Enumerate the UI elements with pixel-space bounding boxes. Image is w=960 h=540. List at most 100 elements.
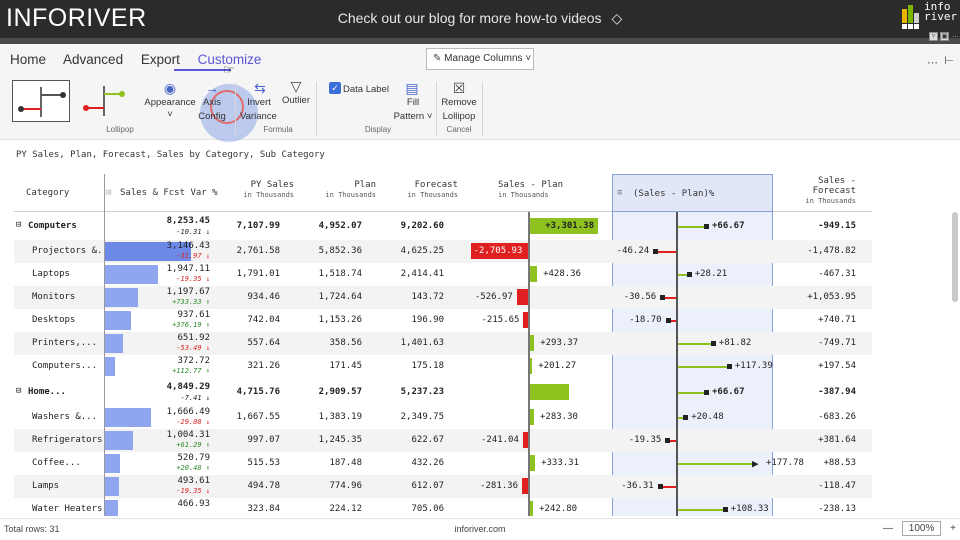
tab-home[interactable]: Home bbox=[10, 52, 47, 67]
plan-value: 1,153.26 bbox=[318, 315, 362, 325]
category-cell[interactable]: Printers,... bbox=[32, 338, 98, 348]
blog-banner[interactable]: Check out our blog for more how-to video… bbox=[0, 10, 960, 27]
fill-pattern-button[interactable]: Fill Pattern ˅ bbox=[393, 97, 433, 122]
active-tab-indicator bbox=[174, 69, 231, 71]
sales-bar bbox=[105, 408, 151, 427]
grid-header: Category ⊟ Sales & Fcst Var % PY Sales in… bbox=[14, 174, 872, 212]
more-icon[interactable]: ⋯ bbox=[927, 57, 938, 69]
lollipop-stick bbox=[655, 251, 676, 253]
lollipop-stick bbox=[676, 463, 756, 465]
pct-label: +117.39 bbox=[734, 361, 773, 371]
plan-value: 1,724.64 bbox=[318, 292, 362, 302]
category-cell[interactable]: Home... bbox=[28, 387, 66, 397]
pct-label: -30.56 bbox=[623, 292, 657, 302]
sales-minus-forecast-value: +88.53 bbox=[823, 458, 856, 468]
category-cell[interactable]: Water Heaters bbox=[32, 504, 103, 514]
forecast-value: 5,237.23 bbox=[400, 387, 444, 397]
table-row[interactable]: Water Heaters 466.93 323.84 224.12 705.06 +24… bbox=[14, 498, 872, 516]
category-cell[interactable]: Monitors bbox=[32, 292, 76, 302]
sales-value: 8,253.45 bbox=[166, 216, 210, 226]
axis-arrow-icon: → bbox=[205, 80, 219, 96]
variance-value: +112.77 ↑ bbox=[172, 367, 210, 375]
vertical-scrollbar[interactable] bbox=[952, 212, 958, 302]
sales-bar bbox=[105, 242, 191, 261]
outlier-button[interactable]: Outlier bbox=[282, 95, 310, 106]
variance-label: +3,301.38 bbox=[545, 221, 594, 231]
variance-value: -7.41 ↓ bbox=[180, 394, 210, 402]
lollipop-style-option-2[interactable] bbox=[76, 80, 134, 122]
table-row[interactable]: Coffee... 520.79 +20.48 ↑ 515.53 187.48 432.2… bbox=[14, 452, 872, 475]
category-cell[interactable]: Computers... bbox=[32, 361, 98, 371]
invert-variance-button[interactable]: Invert Variance bbox=[240, 97, 277, 122]
sales-minus-forecast-value: +197.54 bbox=[818, 361, 856, 371]
axis-config-button[interactable]: Axis Config bbox=[198, 97, 226, 122]
table-row[interactable]: Computers... 372.72 +112.77 ↑ 321.26 171.45 1… bbox=[14, 355, 872, 378]
category-cell[interactable]: Desktops bbox=[32, 315, 76, 325]
py-value: 494.78 bbox=[247, 481, 280, 491]
table-row[interactable]: Printers,... 651.92 -53.49 ↓ 557.64 358.56 1,… bbox=[14, 332, 872, 355]
table-row[interactable]: Monitors 1,197.67 +733.33 ↑ 934.46 1,724.64 1… bbox=[14, 286, 872, 309]
category-cell[interactable]: Laptops bbox=[32, 269, 70, 279]
table-row[interactable]: Projectors &... 3,146.43 -31.97 ↓ 2,761.58 5… bbox=[14, 240, 872, 263]
lollipop-stick bbox=[676, 417, 686, 419]
hand-cursor-icon: ☞ bbox=[223, 62, 235, 77]
collapse-icon[interactable]: ⊟ bbox=[16, 386, 22, 396]
sales-bar bbox=[105, 311, 131, 330]
table-row[interactable]: ⊟ Home... 4,849.29 -7.41 ↓ 4,715.76 2,909.57 5… bbox=[14, 378, 872, 406]
focus-mode-icon[interactable]: ▣ bbox=[940, 32, 949, 41]
table-row[interactable]: Washers &... 1,666.49 -29.08 ↓ 1,667.55 1,38… bbox=[14, 406, 872, 429]
sales-minus-forecast-value: -749.71 bbox=[818, 338, 856, 348]
filter-icon[interactable]: ▿ bbox=[929, 32, 938, 41]
lollipop-head bbox=[722, 507, 728, 512]
lollipop-stick bbox=[676, 509, 725, 511]
more-options-icon[interactable]: … bbox=[952, 32, 959, 39]
zoom-level[interactable]: 100% bbox=[901, 521, 942, 536]
column-handle-icon[interactable]: ≡ bbox=[617, 188, 623, 198]
header-py-sales[interactable]: PY Sales in Thousands bbox=[243, 180, 294, 199]
py-value: 7,107.99 bbox=[236, 221, 280, 231]
appearance-chevron-icon[interactable]: ˅ bbox=[167, 109, 173, 120]
category-cell[interactable]: Computers bbox=[28, 221, 77, 231]
header-sales-plan-pct[interactable]: ≡ (Sales - Plan)% bbox=[612, 174, 773, 212]
lollipop-style-option-1[interactable] bbox=[12, 80, 70, 122]
remove-lollipop-button[interactable]: Remove Lollipop bbox=[441, 97, 477, 122]
appearance-button[interactable]: Appearance bbox=[144, 97, 196, 108]
table-row[interactable]: Refrigerators 1,004.31 +61.29 ↑ 997.07 1,245… bbox=[14, 429, 872, 452]
header-sales-minus-forecast[interactable]: Sales - Forecast in Thousands bbox=[805, 176, 856, 205]
zoom-in-icon[interactable]: + bbox=[950, 523, 956, 534]
py-value: 742.04 bbox=[247, 315, 280, 325]
header-category[interactable]: Category bbox=[26, 188, 70, 198]
header-plan[interactable]: Plan in Thousands bbox=[325, 180, 376, 199]
py-value: 934.46 bbox=[247, 292, 280, 302]
py-value: 4,715.76 bbox=[236, 387, 280, 397]
site-link[interactable]: inforiver.com bbox=[454, 524, 506, 534]
variance-value: -19.35 ↓ bbox=[176, 487, 210, 495]
manage-columns-button[interactable]: ✎ Manage Columns ˅ bbox=[426, 48, 534, 70]
header-sales-plan-pct-label: (Sales - Plan)% bbox=[633, 189, 715, 199]
data-label-checkbox[interactable]: ✓ bbox=[329, 82, 341, 94]
data-label-text[interactable]: Data Label bbox=[343, 84, 389, 95]
group-label-lollipop: Lollipop bbox=[106, 125, 134, 134]
table-row[interactable]: ⊟ Computers 8,253.45 -10.31 ↓ 7,107.99 4,952.… bbox=[14, 212, 872, 240]
category-cell[interactable]: Refrigerators bbox=[32, 435, 103, 445]
pct-label: -19.35 bbox=[628, 435, 662, 445]
row-header-icon[interactable]: ⊟ bbox=[106, 188, 112, 198]
header-forecast[interactable]: Forecast in Thousands bbox=[407, 180, 458, 199]
collapse-icon[interactable]: ⊟ bbox=[16, 220, 22, 230]
table-row[interactable]: Lamps 493.61 -19.35 ↓ 494.78 774.96 612.07 -28… bbox=[14, 475, 872, 498]
category-cell[interactable]: Projectors &... bbox=[32, 246, 114, 256]
category-cell[interactable]: Washers &... bbox=[32, 412, 98, 422]
tab-export[interactable]: Export bbox=[140, 52, 180, 67]
tab-customize[interactable]: Customize bbox=[197, 52, 262, 67]
table-row[interactable]: Laptops 1,947.11 -19.35 ↓ 1,791.01 1,518.74 2… bbox=[14, 263, 872, 286]
tab-advanced[interactable]: Advanced bbox=[63, 52, 124, 67]
header-sales-minus-plan[interactable]: Sales - Plan in Thousands bbox=[498, 180, 564, 199]
pin-icon[interactable]: ⊢ bbox=[944, 55, 954, 67]
header-sales-fcst-var[interactable]: Sales & Fcst Var % bbox=[120, 188, 218, 198]
category-cell[interactable]: Coffee... bbox=[32, 458, 81, 468]
category-cell[interactable]: Lamps bbox=[32, 481, 60, 491]
sales-minus-forecast-value: -118.47 bbox=[818, 481, 856, 491]
zoom-out-icon[interactable]: — bbox=[883, 523, 894, 534]
plan-value: 1,245.35 bbox=[318, 435, 362, 445]
table-row[interactable]: Desktops 937.61 +376.19 ↑ 742.04 1,153.26 196… bbox=[14, 309, 872, 332]
